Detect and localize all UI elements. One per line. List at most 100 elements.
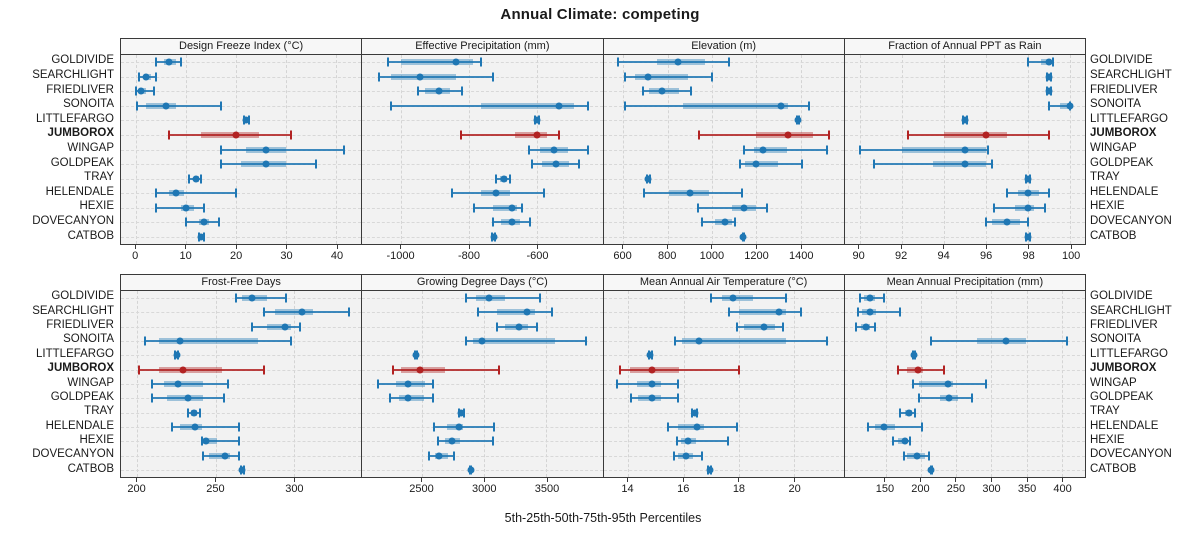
station-label: SONOITA (1090, 333, 1141, 346)
whisker-cap (299, 322, 302, 332)
station-labels-left: GOLDIVIDE SEARCHLIGHT FRIEDLIVER SONOITA LIT… (0, 53, 114, 243)
x-tick (235, 245, 237, 249)
station-label: WINGAP (1090, 142, 1137, 154)
x-tick (468, 245, 470, 249)
whisker-cap (428, 451, 431, 461)
percentile-whisker (868, 425, 923, 428)
whisker-cap (991, 159, 994, 169)
whisker-cap (492, 436, 495, 446)
h-gridline (603, 384, 844, 385)
whisker-cap (697, 130, 700, 140)
station-label: DOVECANYON (1090, 448, 1172, 461)
x-tick (884, 478, 886, 482)
whisker-cap (431, 379, 434, 389)
station-label: GOLDIVIDE (1090, 54, 1153, 67)
h-gridline (844, 62, 1085, 64)
whisker-cap (734, 217, 737, 227)
x-tick-label: 90 (852, 250, 865, 262)
whisker-cap (826, 145, 829, 154)
station-label: GOLDIVIDE (1090, 290, 1153, 303)
median-dot (262, 146, 270, 153)
h-gridline (844, 369, 1085, 371)
iqr-band (722, 295, 753, 302)
median-dot (646, 351, 654, 359)
median-dot (961, 160, 969, 168)
percentile-whisker (620, 368, 739, 371)
iqr-band (473, 338, 555, 345)
station-label: CATBOB (1090, 462, 1137, 475)
whisker-cap (235, 188, 238, 198)
median-dot (162, 102, 170, 110)
whisker-cap (642, 86, 645, 96)
whisker-cap (882, 293, 885, 303)
whisker-cap (217, 217, 220, 227)
h-gridline (362, 222, 603, 224)
median-dot (404, 394, 412, 402)
median-dot (905, 409, 913, 417)
h-gridline (603, 76, 844, 78)
iqr-band (682, 338, 786, 345)
x-tick (536, 245, 538, 249)
x-tick (185, 245, 187, 249)
whisker-cap (781, 322, 784, 332)
station-label: HELENDALE (1090, 185, 1159, 198)
whisker-cap (263, 307, 266, 317)
station-label: GOLDPEAK (50, 156, 114, 169)
whisker-cap (170, 422, 173, 432)
whisker-cap (667, 422, 670, 432)
iqr-band (159, 366, 222, 373)
whisker-cap (498, 365, 501, 375)
whisker-cap (674, 336, 677, 346)
median-dot (242, 116, 250, 124)
median-dot (648, 366, 656, 374)
whisker-cap (586, 145, 589, 154)
whisker-cap (736, 322, 739, 332)
station-label: TRAY (84, 405, 114, 418)
h-gridline (844, 207, 1085, 209)
median-dot (648, 394, 656, 402)
whisker-cap (898, 408, 901, 418)
whisker-cap (238, 422, 241, 432)
median-dot (192, 175, 200, 183)
whisker-cap (739, 159, 742, 169)
whisker-cap (378, 72, 381, 82)
h-gridline (603, 178, 844, 180)
percentile-whisker (168, 133, 292, 136)
h-gridline (844, 222, 1085, 224)
station-label: CATBOB (67, 462, 114, 475)
station-label: GOLDPEAK (1090, 156, 1154, 169)
iqr-band (919, 381, 954, 387)
whisker-cap (185, 217, 188, 227)
x-tick (214, 478, 216, 482)
station-label: JUMBOROX (47, 362, 114, 375)
h-gridline (603, 326, 844, 328)
iqr-band (754, 146, 788, 153)
panel-elevation-m: Elevation (m) 600 800 1000 1200 1400 (602, 38, 845, 269)
station-label: JUMBOROX (47, 127, 114, 140)
whisker-cap (873, 159, 876, 169)
median-dot (648, 380, 656, 388)
median-dot (644, 73, 652, 81)
x-tick-label: 1200 (744, 250, 769, 262)
station-label: SONOITA (63, 98, 114, 111)
percentile-whisker (465, 340, 586, 343)
median-dot (457, 409, 465, 417)
median-dot (721, 218, 729, 226)
x-axis: 200 250 300 (120, 478, 362, 502)
median-dot (682, 452, 690, 460)
whisker-cap (1048, 130, 1051, 140)
whisker-cap (743, 145, 746, 154)
station-label: HEXIE (1090, 200, 1125, 213)
percentile-whisker (698, 133, 830, 136)
h-gridline (362, 164, 603, 166)
percentile-whisker (711, 297, 786, 300)
median-dot (552, 160, 560, 168)
whisker-cap (855, 322, 858, 332)
median-dot (674, 58, 682, 66)
station-label: SEARCHLIGHT (32, 304, 114, 317)
h-gridline (603, 355, 844, 357)
median-dot (404, 380, 412, 388)
station-label: SEARCHLIGHT (1090, 304, 1172, 317)
whisker-cap (491, 217, 494, 227)
